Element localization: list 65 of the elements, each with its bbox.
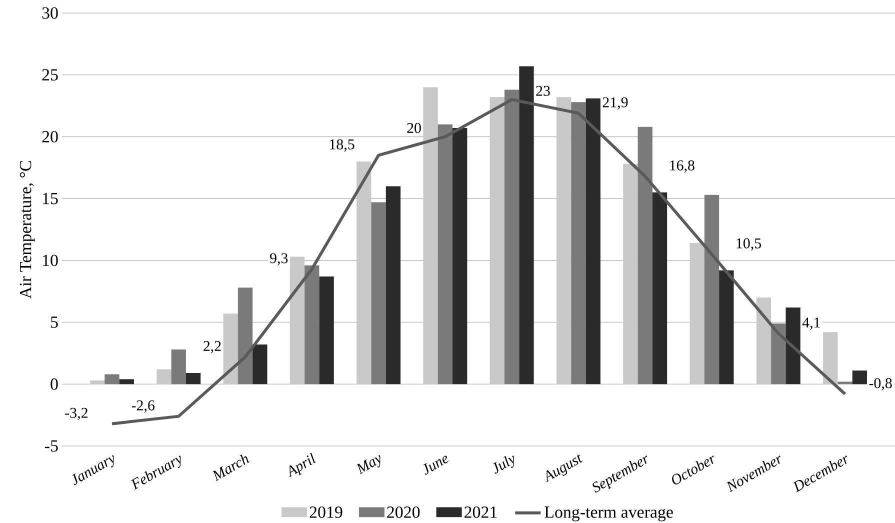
bar: [823, 332, 838, 384]
y-tick-label: 30: [42, 7, 58, 19]
data-label: 9,3: [270, 253, 288, 266]
bar: [504, 90, 520, 384]
bar: [290, 256, 305, 384]
bar: [238, 288, 253, 384]
data-label: -2,6: [132, 400, 154, 413]
bar: [438, 124, 453, 384]
bar: [490, 97, 504, 384]
bar: [519, 66, 534, 384]
bar: [356, 161, 372, 384]
data-label: 18,5: [330, 139, 354, 152]
bar: [90, 380, 105, 384]
bar: [771, 324, 786, 384]
data-label: 2,2: [204, 341, 221, 354]
bar: [756, 298, 772, 384]
bar: [786, 307, 800, 384]
data-label: 16,8: [670, 160, 694, 173]
bar: [556, 97, 572, 384]
y-tick-label: 20: [42, 130, 58, 142]
y-tick-label: 5: [50, 316, 58, 328]
bar: [652, 192, 668, 384]
bar: [623, 164, 638, 384]
bar: [171, 350, 186, 384]
y-tick-label: -5: [44, 440, 58, 452]
bar: [638, 126, 652, 384]
bar: [586, 98, 600, 384]
data-label: 4,1: [802, 318, 820, 330]
bar: [571, 102, 586, 384]
bar: [423, 87, 438, 384]
legend-label: Long-term average: [544, 506, 673, 522]
y-tick-label: 0: [50, 378, 58, 390]
x-tick-label: May: [356, 455, 380, 474]
bar: [690, 243, 704, 384]
bar: [838, 382, 852, 384]
y-tick-label: 25: [42, 69, 58, 81]
data-label: 20: [407, 122, 421, 134]
bar: [452, 128, 468, 384]
bar: [304, 265, 320, 384]
y-tick-label: 10: [43, 254, 58, 266]
legend-label: 2020: [387, 506, 420, 518]
x-tick-label: April: [289, 452, 316, 478]
bar: [119, 379, 134, 384]
bar: [186, 373, 201, 384]
legend-label: 2021: [464, 506, 497, 518]
bar: [371, 202, 386, 384]
bar: [319, 276, 334, 384]
y-tick-label: 15: [43, 192, 58, 204]
bar: [704, 194, 720, 384]
x-tick-label: June: [423, 456, 449, 475]
y-axis-title: Air Temperature, °C: [20, 161, 35, 299]
x-tick-label: July: [493, 456, 514, 474]
line-series: [110, 98, 847, 426]
bar: [386, 186, 401, 384]
bar: [156, 369, 172, 384]
data-label: 21,9: [602, 97, 628, 110]
data-label: 10,5: [736, 238, 762, 251]
bar: [252, 344, 268, 384]
data-label: 23: [536, 86, 550, 96]
legend-label: 2019: [310, 506, 342, 518]
data-label: -0,8: [869, 378, 892, 390]
bar: [719, 270, 734, 384]
bar: [104, 374, 120, 384]
bar: [223, 314, 238, 384]
data-label: -3,2: [65, 408, 88, 420]
